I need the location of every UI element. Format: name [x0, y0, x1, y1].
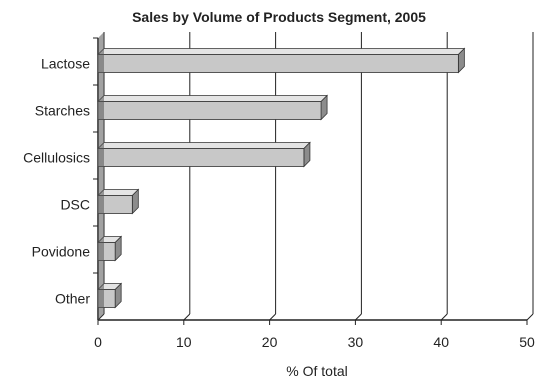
gridline-floor — [355, 313, 362, 321]
bar-top — [97, 95, 329, 102]
x-tick-label: 30 — [348, 334, 364, 350]
plot-area: 0 10 20 30 40 50 Lactose Starches Cellulosics DSC… — [23, 32, 535, 350]
category-label: Lactose — [41, 56, 90, 72]
gridline-floor — [526, 313, 534, 321]
x-tick-label: 40 — [433, 334, 449, 350]
gridline-floor — [183, 313, 191, 321]
x-tick-label: 50 — [519, 334, 535, 350]
bar-top — [97, 48, 466, 55]
bar — [97, 148, 305, 167]
bar-top — [97, 142, 311, 149]
category-label: DSC — [60, 197, 90, 213]
x-tick-label: 20 — [262, 334, 278, 350]
category-label: Starches — [35, 103, 90, 119]
bar — [97, 54, 459, 73]
x-tick-label: 10 — [176, 334, 192, 350]
category-label: Other — [55, 291, 90, 307]
y-axis-wall — [98, 32, 104, 320]
bar — [97, 101, 322, 120]
gridline-floor — [440, 313, 448, 321]
x-tick-label: 0 — [94, 334, 102, 350]
chart-title: Sales by Volume of Products Segment, 200… — [132, 9, 426, 25]
gridline-floor — [269, 313, 276, 321]
bar-top — [97, 189, 140, 196]
x-axis-title: % Of total — [286, 363, 347, 379]
category-label: Povidone — [32, 244, 91, 260]
category-label: Cellulosics — [23, 150, 90, 166]
